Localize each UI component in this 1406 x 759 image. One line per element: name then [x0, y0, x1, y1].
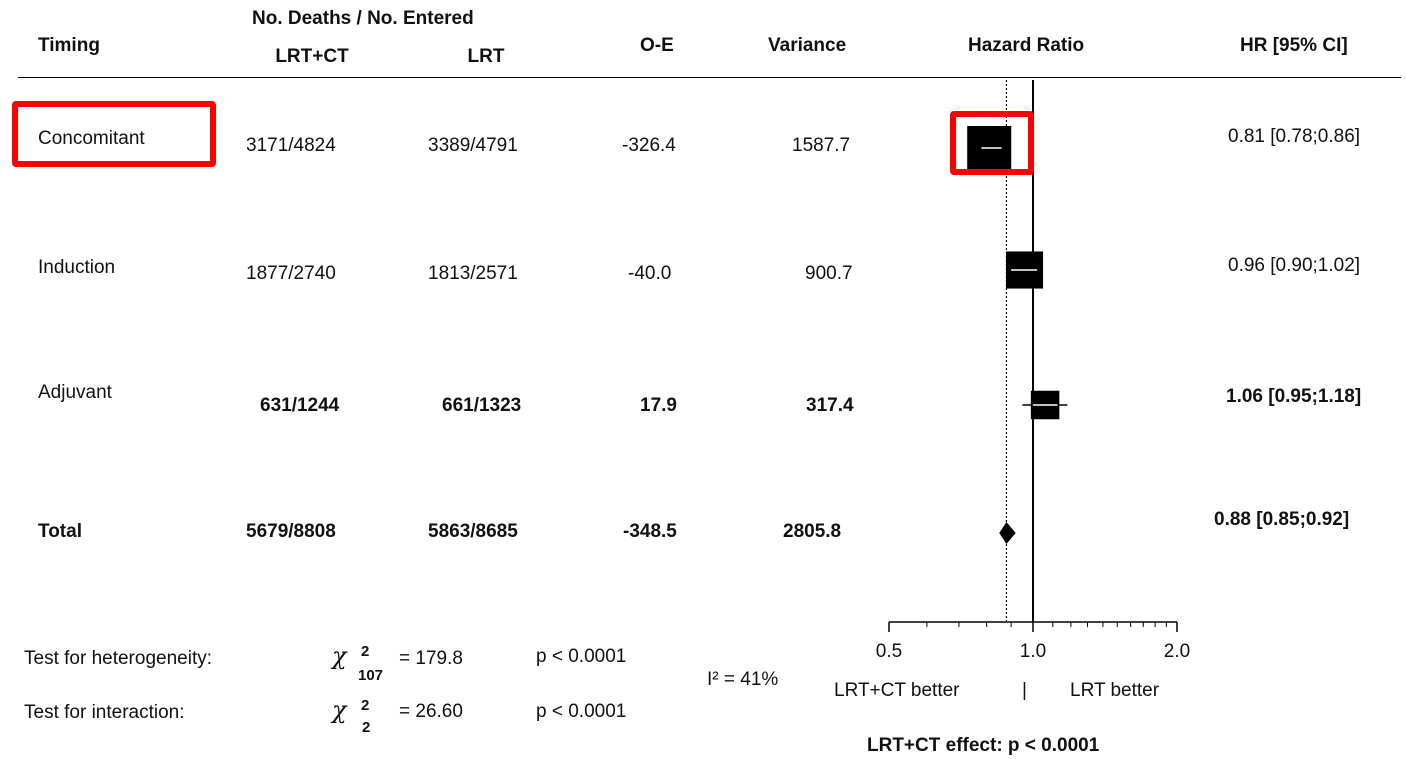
- interaction-value: = 26.60: [399, 701, 463, 722]
- row-lrtct: 631/1244: [260, 395, 340, 416]
- header-rule: [18, 77, 1401, 78]
- heterogeneity-label: Test for heterogeneity:: [24, 648, 212, 669]
- row-lrt: 5863/8685: [428, 521, 518, 542]
- row-oe: -326.4: [622, 135, 676, 156]
- interaction-label: Test for interaction:: [24, 702, 185, 723]
- axis-label-left: LRT+CT better: [834, 680, 960, 701]
- heterogeneity-df: 107: [358, 667, 384, 684]
- x-axis-tick-label: 0.5: [876, 641, 902, 662]
- row-variance: 2805.8: [783, 521, 842, 542]
- x-axis-tick-label: 2.0: [1164, 641, 1190, 662]
- row-variance: 317.4: [806, 395, 854, 416]
- header-oe: O-E: [640, 35, 674, 56]
- header-deaths-entered: No. Deaths / No. Entered: [252, 8, 474, 29]
- interaction-chi-sup: 2: [361, 697, 370, 714]
- row-variance: 1587.7: [792, 135, 851, 156]
- x-axis-tick-label: 1.0: [1020, 641, 1046, 662]
- heterogeneity-chi: χ: [332, 642, 347, 670]
- axis-label-separator: |: [1022, 680, 1027, 701]
- row-lrtct: 1877/2740: [246, 263, 336, 284]
- header-timing: Timing: [38, 35, 100, 56]
- row-hr-text: 0.81 [0.78;0.86]: [1228, 126, 1361, 147]
- row-variance: 900.7: [805, 263, 853, 284]
- axis-label-right: LRT better: [1070, 680, 1160, 701]
- header-hazard-ratio: Hazard Ratio: [968, 35, 1085, 56]
- highlight-concomitant-marker: [950, 111, 1034, 175]
- header-lrtct: LRT+CT: [275, 46, 349, 67]
- header-hr-ci: HR [95% CI]: [1240, 35, 1348, 56]
- overall-effect: LRT+CT effect: p < 0.0001: [867, 735, 1100, 756]
- row-lrt: 661/1323: [442, 395, 522, 416]
- row-lrtct: 3171/4824: [246, 135, 336, 156]
- i-squared: I² = 41%: [707, 669, 779, 690]
- row-oe: -348.5: [623, 521, 677, 542]
- row-label-adjuvant: Adjuvant: [38, 382, 112, 403]
- row-oe: -40.0: [628, 263, 672, 284]
- row-label-total: Total: [38, 521, 82, 542]
- heterogeneity-value: = 179.8: [399, 648, 463, 669]
- header-lrt: LRT: [467, 46, 505, 67]
- row-oe: 17.9: [640, 395, 677, 416]
- heterogeneity-chi-sup: 2: [361, 643, 370, 660]
- row-lrt: 3389/4791: [428, 135, 518, 156]
- row-lrtct: 5679/8808: [246, 521, 336, 542]
- header-variance: Variance: [768, 35, 847, 56]
- interaction-chi: χ: [332, 696, 347, 724]
- heterogeneity-p: p < 0.0001: [536, 646, 627, 667]
- row-hr-text: 1.06 [0.95;1.18]: [1226, 386, 1362, 407]
- total-diamond: [999, 522, 1016, 544]
- row-lrt: 1813/2571: [428, 263, 518, 284]
- row-hr-text: 0.96 [0.90;1.02]: [1228, 255, 1361, 276]
- row-label-induction: Induction: [38, 257, 116, 278]
- row-label-concomitant: Concomitant: [38, 128, 145, 149]
- row-hr-text: 0.88 [0.85;0.92]: [1214, 509, 1350, 530]
- interaction-df: 2: [362, 719, 371, 736]
- highlight-concomitant-label: [12, 101, 216, 167]
- interaction-p: p < 0.0001: [536, 701, 627, 722]
